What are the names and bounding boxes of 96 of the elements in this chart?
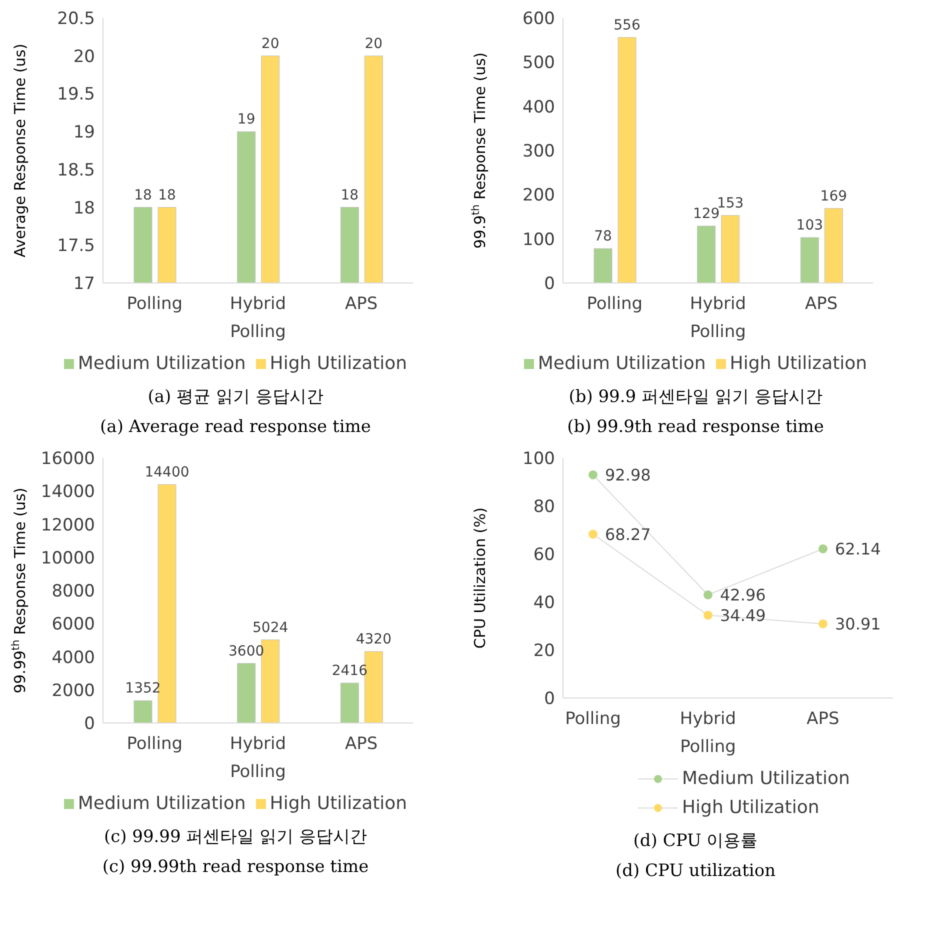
legend-label: High Utilization — [682, 797, 820, 818]
x-tick-label: APS — [344, 734, 378, 754]
y-tick-label: 20 — [73, 46, 95, 67]
y-tick-label: 19.5 — [57, 84, 95, 105]
text: (d) CPU utilization — [614, 860, 777, 883]
legend-label: High Utilization — [270, 793, 408, 814]
point — [588, 470, 598, 480]
bar — [134, 700, 152, 723]
y-tick-label: 18 — [73, 198, 95, 218]
bar — [237, 663, 256, 723]
y-tick-label: 17.5 — [57, 236, 95, 256]
y-tick-label: 500 — [522, 53, 555, 74]
data-label: 5024 — [252, 620, 288, 636]
text: (c) 99.99th read response time — [101, 856, 370, 879]
x-tick-label: Hybrid Polling — [230, 734, 286, 782]
y-tick-label: 10000 — [40, 548, 95, 568]
y-axis-title: Average Response Time (us) — [11, 44, 29, 258]
text: (b) 99.9th read response time — [566, 416, 825, 439]
data-label: 19 — [237, 112, 256, 128]
bar — [800, 237, 819, 283]
y-tick-label: 4000 — [52, 648, 95, 668]
data-label: 556 — [614, 17, 640, 34]
y-tick-label: 0 — [84, 714, 95, 734]
y-tick-label: 16000 — [40, 449, 95, 470]
y-tick-label: 18.5 — [57, 160, 95, 180]
y-tick-label: 19 — [73, 122, 95, 143]
bar — [618, 37, 636, 283]
x-tick-label: Polling — [126, 734, 183, 754]
data-label: 20 — [364, 36, 383, 52]
bar — [721, 215, 740, 283]
y-tick-label: 100 — [522, 449, 555, 470]
data-label: 18 — [158, 187, 176, 204]
y-tick-label: 60 — [533, 545, 555, 566]
bar — [697, 226, 716, 283]
y-tick-label: 300 — [522, 142, 555, 162]
data-label: 42.96 — [720, 586, 766, 605]
data-label: 129 — [692, 206, 720, 222]
legend-label: Medium Utilization — [538, 353, 706, 374]
y-tick-label: 200 — [522, 186, 555, 206]
x-tick-label: Hybrid Polling — [680, 709, 736, 757]
y-tick-label: 2000 — [52, 680, 95, 701]
data-label: 34.49 — [720, 606, 766, 625]
bar — [824, 208, 843, 283]
y-tick-label: 400 — [522, 97, 555, 118]
x-tick-label: APS — [806, 709, 840, 729]
point — [704, 590, 712, 600]
x-tick-label: Polling — [565, 709, 621, 729]
y-tick-label: 14000 — [40, 482, 95, 502]
data-label: 103 — [796, 218, 824, 234]
y-tick-label: 600 — [522, 9, 555, 30]
x-tick-label: Hybrid Polling — [690, 294, 746, 342]
point — [818, 544, 828, 554]
y-tick-label: 20 — [533, 641, 555, 662]
bar — [158, 484, 176, 723]
y-axis-title: CPU Utilization (%) — [471, 507, 489, 649]
data-label: 169 — [820, 188, 848, 204]
data-label: 18 — [340, 187, 359, 204]
data-label: 68.27 — [605, 524, 651, 544]
x-tick-label: Hybrid Polling — [230, 294, 286, 342]
data-label: 78 — [594, 228, 612, 245]
text: (a) Average read response time — [99, 416, 372, 439]
y-tick-label: 40 — [533, 593, 555, 614]
legend-label: Medium Utilization — [682, 768, 850, 789]
text: (b) 99.9 퍼센타일 읽기 응답시간 — [568, 386, 824, 409]
data-label: 62.14 — [835, 540, 881, 559]
bar — [340, 682, 359, 723]
text: (a) 평균 읽기 응답시간 — [146, 386, 324, 409]
text: (c) 99.99 퍼센타일 읽기 응답시간 — [102, 826, 368, 849]
x-tick-label: APS — [344, 294, 378, 314]
point — [588, 530, 598, 539]
x-tick-label: Polling — [126, 294, 183, 314]
point — [704, 610, 712, 620]
y-tick-label: 20.5 — [57, 9, 95, 30]
data-label: 92.98 — [605, 466, 651, 485]
data-label: 30.91 — [835, 614, 881, 634]
legend-label: Medium Utilization — [78, 793, 246, 814]
y-tick-label: 0 — [544, 274, 555, 294]
legend-label: High Utilization — [270, 353, 408, 374]
y-tick-label: 12000 — [40, 515, 95, 536]
y-tick-label: 8000 — [52, 582, 95, 602]
y-tick-label: 0 — [544, 689, 555, 710]
y-tick-label: 100 — [522, 230, 555, 250]
data-label: 14400 — [144, 464, 190, 480]
y-tick-label: 6000 — [52, 614, 95, 635]
data-label: 4320 — [356, 631, 392, 648]
legend-label: High Utilization — [730, 353, 868, 374]
data-label: 20 — [261, 36, 280, 52]
bar — [594, 248, 612, 283]
x-tick-label: APS — [804, 294, 838, 314]
text: (d) CPU 이용률 — [632, 830, 759, 853]
y-tick-label: 80 — [533, 497, 555, 518]
y-tick-label: 17 — [73, 274, 95, 294]
data-label: 18 — [134, 187, 152, 204]
x-tick-label: Polling — [586, 294, 643, 314]
legend-label: Medium Utilization — [78, 353, 246, 374]
point — [818, 619, 828, 628]
